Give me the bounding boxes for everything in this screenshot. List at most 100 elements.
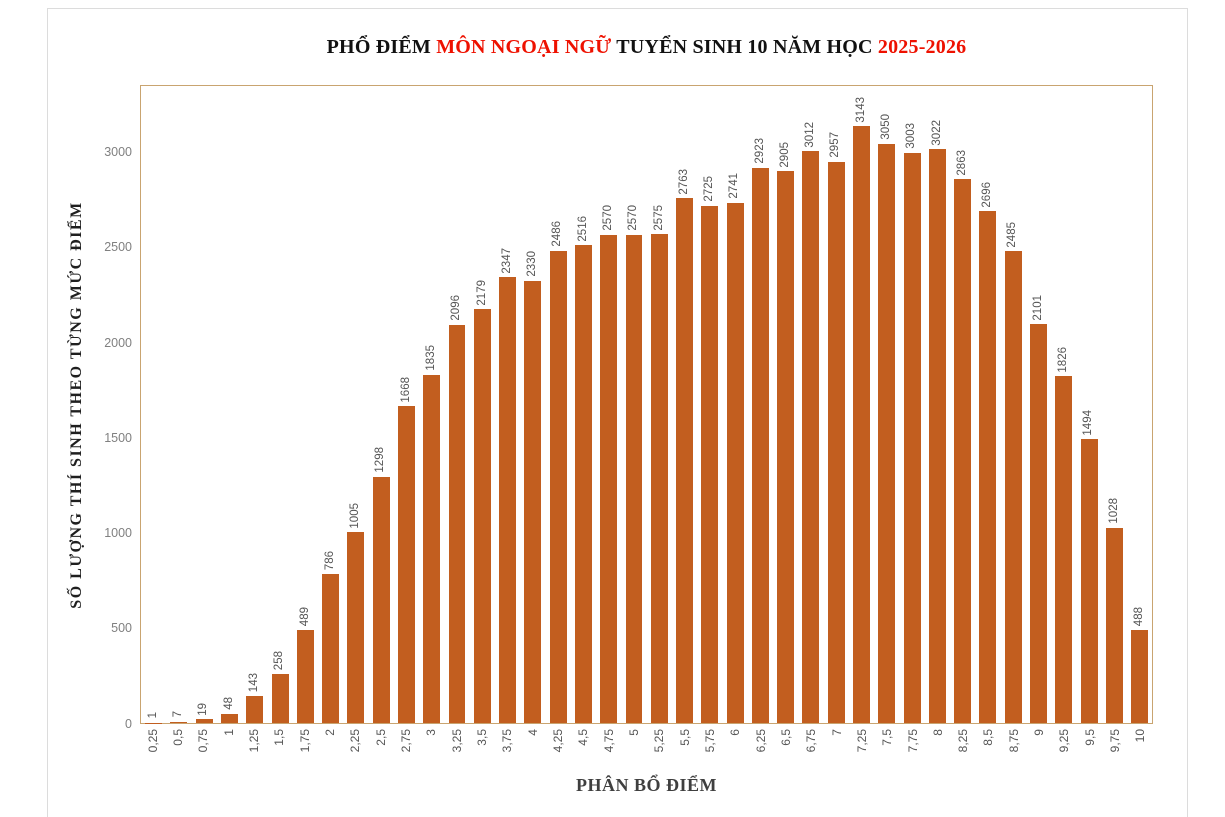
bar-value-label: 2486 [551,221,564,247]
x-tick-label: 1,5 [272,729,287,746]
bar-slot: 488 [1127,86,1152,723]
bar-slot: 2741 [722,86,747,723]
x-tick-label: 4,75 [601,729,616,753]
bar-value-label: 3143 [854,96,867,123]
x-tick-cell: 6,75 [799,729,824,775]
x-tick-label: 1,75 [297,729,312,753]
bar [524,280,542,723]
bars-container: 1 7 19 48 143 258 489 786 1005 1298 1668 1835 2096 21… [141,86,1152,723]
x-tick-cell: 0,25 [140,729,165,775]
x-axis-ticks: 0,25 0,5 0,75 1 1,25 1,5 1,75 2 2,25 2,5 2,75 3 3,25… [140,729,1153,775]
bar-slot: 3012 [798,86,823,723]
bar-value-label: 2485 [1006,221,1019,248]
bar-slot: 2905 [773,86,798,723]
bar-slot: 1668 [394,86,419,723]
bar-value-label: 2741 [728,172,741,199]
x-tick-cell: 6 [723,729,748,775]
bar-value-label: 3003 [905,123,918,149]
bar [246,695,264,723]
x-tick-cell: 8,75 [1001,729,1026,775]
bar-slot: 2696 [975,86,1000,723]
x-tick-cell: 4,75 [596,729,621,775]
x-tick-cell: 2,5 [368,729,393,775]
bar-slot: 3003 [899,86,924,723]
bar-slot: 489 [293,86,318,723]
chart-title-part1: PHỔ ĐIỂM [326,36,437,58]
x-tick-cell: 4,5 [571,729,596,775]
x-tick-label: 8,75 [1006,729,1021,753]
bar-slot: 2570 [596,86,621,723]
x-tick-cell: 6,25 [748,729,773,775]
bar [1131,630,1149,723]
bar-value-label: 2763 [677,168,690,195]
x-axis-title: PHÂN BỔ ĐIỂM [576,775,717,795]
bar-value-label: 1005 [349,502,362,529]
y-tick-label: 2500 [104,240,132,255]
x-tick-cell: 0,5 [165,729,190,775]
bar [1105,527,1123,723]
x-tick-cell: 7,5 [875,729,900,775]
bar-slot: 1 [141,86,166,723]
x-tick-cell: 5,5 [672,729,697,775]
bar-slot: 2485 [1001,86,1026,723]
bar-value-label: 2179 [475,279,488,306]
bar-value-label: 3022 [930,119,943,146]
bar-value-label: 2575 [652,204,665,231]
bar [271,674,289,723]
bar-slot: 143 [242,86,267,723]
bar-slot: 19 [192,86,217,723]
bar-value-label: 48 [222,697,235,710]
x-tick-cell: 1 [216,729,241,775]
x-tick-cell: 5,75 [697,729,722,775]
bar [549,251,567,723]
bar-value-label: 19 [197,702,210,716]
bar-slot: 258 [267,86,292,723]
x-tick-label: 7,5 [880,729,895,746]
x-tick-cell: 4,25 [545,729,570,775]
x-tick-label: 7,75 [905,729,920,753]
bar [878,143,896,723]
x-tick-label: 7 [829,729,844,736]
x-tick-label: 6,5 [778,729,793,746]
x-tick-cell: 3 [419,729,444,775]
bar-slot: 1028 [1102,86,1127,723]
y-tick-label: 0 [125,716,132,731]
x-tick-cell: 8,5 [976,729,1001,775]
x-tick-label: 5,75 [702,729,717,753]
bar [423,374,441,723]
bar-value-label: 1494 [1082,409,1095,436]
x-tick-cell: 7 [824,729,849,775]
bar-slot: 1835 [419,86,444,723]
x-tick-label: 8,5 [981,729,996,746]
chart-title: PHỔ ĐIỂM MÔN NGOẠI NGỮ TUYỂN SINH 10 NĂM… [140,36,1153,59]
x-tick-cell: 9,75 [1102,729,1127,775]
bar [676,198,694,723]
bar-value-label: 2570 [627,205,640,232]
bar [777,171,795,723]
x-tick-cell: 5 [621,729,646,775]
x-tick-label: 3,75 [500,729,515,753]
x-tick-cell: 9 [1026,729,1051,775]
y-tick-label: 3000 [104,145,132,160]
bar-value-label: 489 [298,606,311,627]
x-tick-label: 8,25 [956,729,971,753]
y-tick-label: 1000 [104,526,132,541]
bar-value-label: 2101 [1031,294,1044,321]
bar-value-label: 3050 [880,114,893,140]
x-tick-label: 5,5 [677,729,692,746]
bar-slot: 2486 [546,86,571,723]
bar [853,126,870,723]
x-tick-label: 6,75 [804,729,819,753]
bar-value-label: 258 [273,650,286,671]
chart-title-year: 2025-2026 [877,36,967,58]
x-tick-cell: 8 [925,729,950,775]
x-tick-cell: 10 [1128,729,1153,775]
bar [221,713,238,723]
y-tick-label: 500 [111,621,132,636]
x-tick-label: 2,75 [398,729,413,753]
bar-value-label: 786 [323,550,336,570]
x-tick-label: 6,25 [753,729,768,753]
bar [397,406,415,723]
bar-value-label: 3012 [804,121,817,148]
bar [979,211,997,723]
